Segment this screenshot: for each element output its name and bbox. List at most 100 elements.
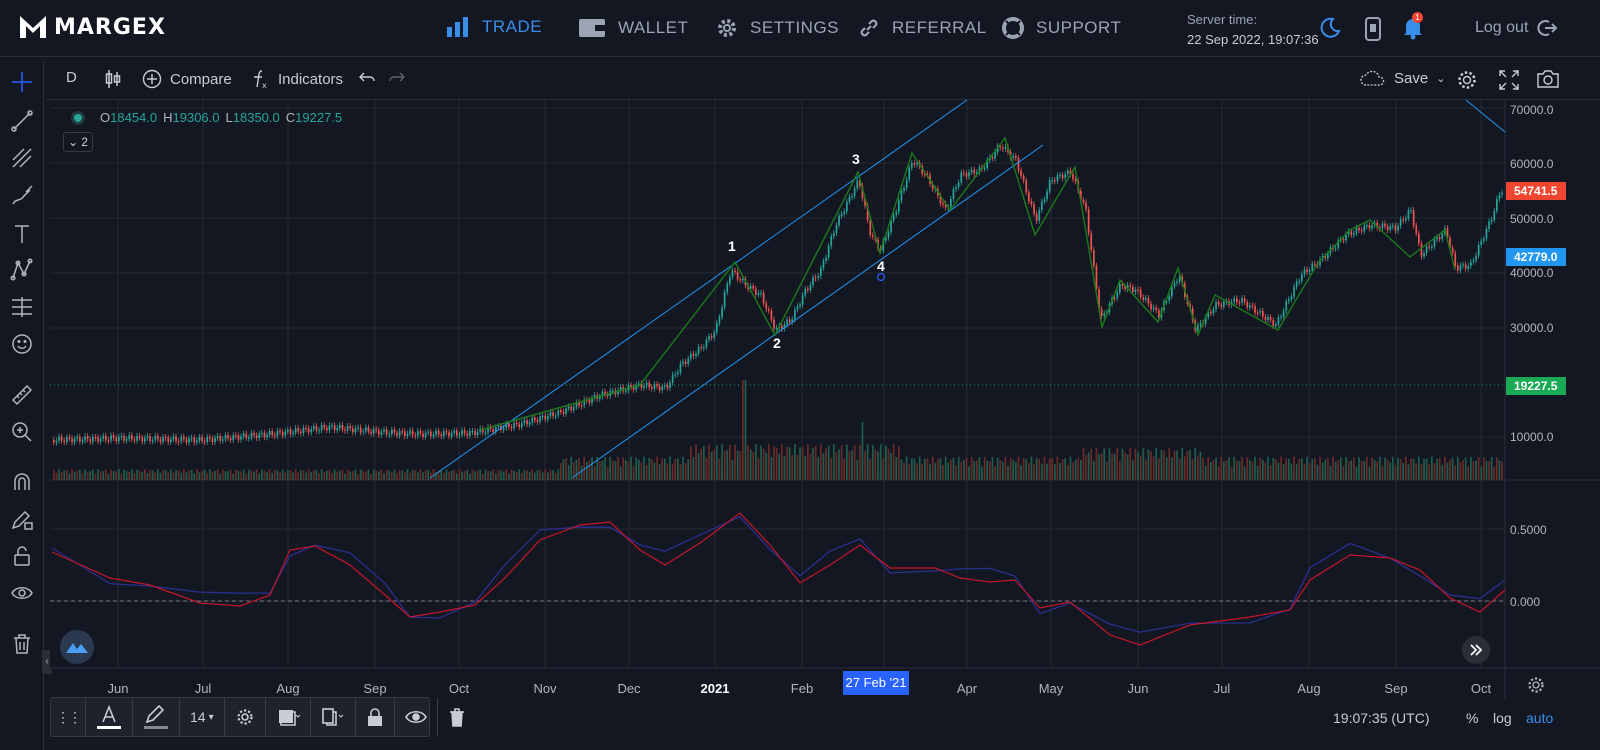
compare-button[interactable]: Compare <box>142 69 232 89</box>
candle-body <box>1319 259 1321 266</box>
auto-scale-toggle[interactable]: auto <box>1526 710 1554 726</box>
indicators-button[interactable]: x Indicators <box>250 69 343 89</box>
logout-button[interactable]: Log out <box>1475 18 1558 38</box>
volume-bar <box>92 469 94 480</box>
mobile-app-button[interactable] <box>1364 16 1382 47</box>
volume-bar <box>747 445 749 480</box>
volume-bar <box>700 448 703 480</box>
zigzag-line <box>479 136 1456 431</box>
wave-label[interactable]: 4 <box>877 258 885 274</box>
chart-settings-button[interactable] <box>1456 69 1478 91</box>
nav-trade[interactable]: TRADE <box>446 17 542 37</box>
candle-body <box>903 188 905 191</box>
undo-button[interactable] <box>358 69 376 87</box>
brush-tool[interactable] <box>8 182 36 210</box>
candle-body <box>666 385 669 388</box>
text-color-button[interactable] <box>86 698 133 736</box>
candle-body <box>1501 192 1503 195</box>
candle-body <box>864 198 866 206</box>
volume-bar <box>1457 456 1459 480</box>
candle-body <box>279 430 281 433</box>
magnet-tool[interactable] <box>8 468 36 496</box>
nav-referral[interactable]: REFERRAL <box>858 17 987 39</box>
volume-bar <box>729 444 731 480</box>
volume-bar <box>307 469 310 480</box>
volume-bar <box>1477 457 1480 480</box>
notifications-button[interactable]: 1 <box>1402 12 1424 45</box>
volume-bar <box>1204 465 1207 480</box>
delete-drawing-button[interactable] <box>438 698 476 736</box>
redo-button[interactable] <box>388 69 406 87</box>
fullscreen-button[interactable] <box>1498 69 1520 91</box>
volume-bar <box>1345 456 1347 480</box>
candle-body <box>175 436 177 442</box>
close-key: C <box>285 110 296 125</box>
top-navigation: MARGEX TRADE WALLET SETTINGS REFERRAL SU… <box>0 0 1600 57</box>
measure-tool[interactable] <box>8 381 36 409</box>
prediction-tool[interactable] <box>8 293 36 321</box>
volume-bar <box>344 473 346 480</box>
volume-bar <box>752 451 755 480</box>
pattern-tool[interactable] <box>8 256 36 284</box>
visibility-layers-button[interactable] <box>266 698 311 736</box>
candle-body <box>352 428 354 433</box>
volume-bar <box>1038 458 1041 480</box>
wave-label[interactable]: 1 <box>728 238 736 254</box>
line-color-button[interactable] <box>133 698 180 736</box>
chart-type-button[interactable] <box>104 69 122 89</box>
volume-bar <box>773 446 775 480</box>
drawing-settings-button[interactable] <box>225 698 266 736</box>
icons-tool[interactable] <box>8 330 36 358</box>
text-tool[interactable] <box>8 220 36 248</box>
log-scale-toggle[interactable]: log <box>1493 710 1512 726</box>
wave-label[interactable]: 2 <box>773 335 781 351</box>
volume-bar <box>794 444 796 480</box>
volume-bar <box>1381 465 1384 480</box>
percent-scale-toggle[interactable]: % <box>1466 710 1479 726</box>
remove-drawings-tool[interactable] <box>8 630 36 658</box>
legend-collapse-button[interactable]: ⌄ 2 <box>63 132 93 152</box>
volume-bar <box>508 473 510 480</box>
candle-body <box>1259 310 1262 313</box>
candle-body <box>1405 218 1407 221</box>
candle-body <box>632 387 635 390</box>
nav-wallet[interactable]: WALLET <box>578 17 688 39</box>
zoom-tool[interactable] <box>8 418 36 446</box>
candle-body <box>1301 274 1303 282</box>
lock-drawing-tool[interactable] <box>8 505 36 533</box>
time-axis-label: Sep <box>1384 681 1408 696</box>
crosshair-tool[interactable] <box>8 68 36 96</box>
collapse-toolbar-button[interactable]: ‹ <box>42 650 52 674</box>
drag-handle[interactable]: ⋮⋮ <box>51 698 86 736</box>
wave-label[interactable]: 3 <box>852 151 860 167</box>
margex-logo[interactable]: MARGEX <box>18 14 166 40</box>
clone-button[interactable] <box>311 698 356 736</box>
candle-body <box>1498 194 1501 200</box>
volume-bar <box>643 456 645 480</box>
nav-support[interactable]: SUPPORT <box>1002 17 1121 39</box>
lock-all-tool[interactable] <box>8 542 36 570</box>
candle-body <box>372 429 375 434</box>
scroll-to-latest-button[interactable] <box>1462 636 1490 664</box>
volume-bar <box>1272 457 1275 480</box>
interval-button[interactable]: D <box>66 69 77 86</box>
theme-toggle[interactable] <box>1318 16 1342 45</box>
fib-tool[interactable] <box>8 144 36 172</box>
screenshot-button[interactable] <box>1536 69 1560 89</box>
price-axis-label: 50000.0 <box>1510 212 1554 226</box>
ruler-icon <box>11 384 33 406</box>
hide-drawings-tool[interactable] <box>8 579 36 607</box>
volume-bar <box>430 472 432 480</box>
nav-settings[interactable]: SETTINGS <box>716 17 839 39</box>
volume-bar <box>723 451 726 480</box>
trend-line-tool[interactable] <box>8 107 36 135</box>
candle-body <box>1433 239 1436 247</box>
time-axis-settings-button[interactable] <box>1526 675 1546 700</box>
hide-drawing-button[interactable] <box>395 698 438 736</box>
save-button[interactable]: Save ⌄ <box>1360 69 1445 87</box>
lock-drawing-button[interactable] <box>356 698 395 736</box>
volume-bar <box>882 457 885 480</box>
candle-body <box>846 201 848 212</box>
font-size-select[interactable]: 14 ▾ <box>180 698 225 736</box>
